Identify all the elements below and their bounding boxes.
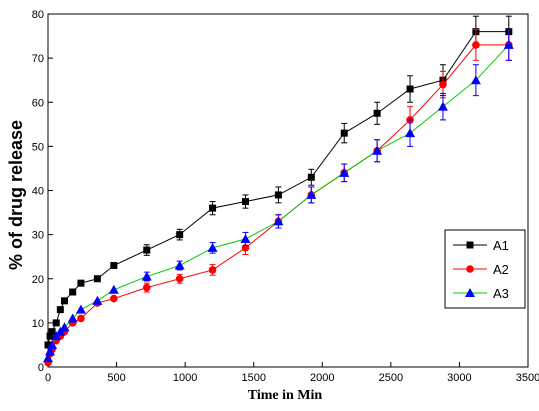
data-point [75, 304, 86, 314]
data-point [60, 297, 68, 305]
data-point [67, 313, 78, 323]
legend-marker [466, 241, 474, 249]
data-point [208, 266, 217, 274]
data-point [56, 306, 64, 314]
x-tick-label: 2000 [310, 372, 334, 384]
x-tick-label: 0 [45, 372, 51, 384]
data-point [43, 353, 53, 363]
data-point [59, 322, 70, 332]
legend-marker [465, 288, 475, 297]
data-point [439, 80, 447, 89]
y-tick-label: 50 [32, 141, 44, 153]
series-layer [43, 15, 514, 367]
data-point [340, 129, 348, 137]
data-point [503, 39, 514, 49]
y-tick-label: 40 [32, 186, 44, 198]
y-tick-label: 30 [32, 230, 44, 242]
data-point [207, 242, 218, 252]
data-point [307, 173, 315, 181]
data-point [77, 279, 85, 287]
data-point [306, 189, 317, 199]
data-point [174, 260, 185, 270]
y-axis-title: % of drug release [6, 120, 26, 270]
legend-label: A1 [493, 238, 509, 253]
x-tick-label: 3000 [447, 372, 471, 384]
plot-frame [47, 13, 529, 368]
y-tick-label: 10 [32, 318, 44, 330]
y-tick-label: 60 [32, 97, 44, 109]
legend: A1 A2 A3 [444, 229, 526, 309]
data-point [143, 246, 151, 254]
data-point [470, 75, 481, 85]
data-point [240, 234, 251, 244]
y-tick-label: 80 [32, 9, 44, 21]
data-point [176, 231, 184, 239]
x-tick-label: 1500 [241, 372, 265, 384]
data-point [47, 339, 58, 349]
x-axis-title: Time in Min [248, 388, 323, 403]
data-point [472, 41, 480, 49]
axes: 0 500 1000 1500 2000 2500 3000 3500 0 10 20 30 40 50 6… [32, 9, 539, 384]
data-point [92, 295, 103, 305]
data-point [437, 101, 448, 111]
data-point [108, 284, 119, 294]
x-tick-label: 3500 [516, 372, 539, 384]
y-tick-label: 70 [32, 53, 44, 65]
data-point [141, 271, 152, 281]
data-point [110, 294, 118, 303]
data-point [52, 319, 60, 327]
series-a3 [43, 28, 514, 363]
y-tick-label: 0 [38, 362, 44, 374]
data-point [69, 288, 77, 296]
x-tick-label: 2500 [379, 372, 403, 384]
x-tick-label: 1000 [173, 372, 197, 384]
data-point [373, 109, 381, 117]
data-point [405, 128, 416, 138]
data-point [406, 85, 414, 93]
y-tick-label: 20 [32, 274, 44, 286]
data-point [48, 328, 56, 336]
data-point [93, 275, 101, 283]
data-point [339, 167, 350, 177]
data-point [175, 274, 184, 283]
data-point [372, 145, 383, 155]
data-point [142, 283, 151, 292]
data-point [241, 198, 249, 206]
data-point [44, 341, 52, 349]
series-line [47, 44, 509, 363]
legend-marker [466, 265, 474, 273]
data-point [274, 191, 282, 199]
data-point [110, 262, 118, 270]
series-line [47, 31, 509, 346]
data-point [273, 216, 284, 226]
legend-label: A3 [493, 286, 509, 301]
legend-label: A2 [493, 262, 509, 277]
data-point [209, 204, 217, 212]
data-point [77, 314, 85, 323]
data-point [46, 332, 54, 340]
data-point [45, 346, 56, 356]
x-tick-label: 500 [107, 372, 125, 384]
